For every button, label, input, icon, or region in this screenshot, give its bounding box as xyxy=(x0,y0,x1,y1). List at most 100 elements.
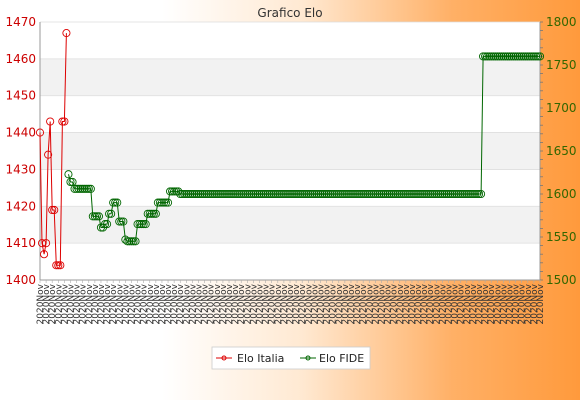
series-elo-fide xyxy=(64,52,545,246)
elo-fide-point xyxy=(247,189,256,199)
elo-fide-point xyxy=(121,235,130,244)
elo-italia-point xyxy=(37,239,47,248)
x-tick-label: 2020Nov xyxy=(323,283,333,324)
elo-fide-point xyxy=(200,189,209,199)
elo-fide-point xyxy=(456,189,465,199)
elo-fide-point xyxy=(204,189,213,199)
elo-fide-point xyxy=(442,189,451,199)
x-tick-label: 2020Nov xyxy=(457,283,467,324)
elo-italia-point xyxy=(58,117,67,126)
elo-fide-point xyxy=(466,189,475,199)
elo-fide-point xyxy=(296,189,305,199)
elo-fide-point xyxy=(450,189,459,199)
plot-band xyxy=(40,95,540,133)
elo-fide-point xyxy=(206,189,215,199)
x-tick-label: 2020Nov xyxy=(127,283,137,324)
elo-fide-point xyxy=(511,52,520,61)
elo-fide-point xyxy=(64,170,73,179)
elo-fide-point xyxy=(123,237,132,246)
elo-fide-point xyxy=(326,189,335,199)
elo-fide-point xyxy=(426,189,435,199)
elo-fide-point xyxy=(94,212,103,221)
x-tick-label: 2020Nov xyxy=(164,283,174,324)
elo-fide-point xyxy=(290,189,299,199)
plot-bands xyxy=(39,21,541,281)
elo-fide-point xyxy=(348,189,358,199)
elo-fide-point xyxy=(287,189,297,199)
elo-fide-point xyxy=(269,189,278,199)
x-tick-label: 2020Nov xyxy=(237,283,247,324)
elo-fide-point xyxy=(320,189,329,199)
elo-fide-point xyxy=(115,217,124,226)
elo-fide-point xyxy=(82,184,91,193)
y-left-tick-label: 1460 xyxy=(5,52,36,66)
elo-fide-point xyxy=(525,52,534,61)
x-tick-label: 2020Nov xyxy=(225,283,235,324)
elo-fide-point xyxy=(227,189,236,199)
x-tick-label: 2020Nov xyxy=(451,283,461,324)
elo-fide-point xyxy=(383,189,392,199)
elo-fide-point xyxy=(503,52,512,61)
y-right-tick-label: 1550 xyxy=(546,230,577,244)
elo-fide-point xyxy=(279,189,288,199)
legend-box xyxy=(211,346,371,370)
x-tick-label: 2020Nov xyxy=(176,283,186,324)
elo-fide-point xyxy=(367,189,376,199)
plot-band xyxy=(40,169,540,207)
elo-fide-point xyxy=(381,189,390,199)
x-tick-label: 2020Nov xyxy=(121,283,131,324)
x-tick-label: 2020Nov xyxy=(310,283,320,324)
elo-fide-point xyxy=(198,189,207,199)
elo-fide-point xyxy=(113,198,122,207)
x-tick-label: 2020Nov xyxy=(536,283,546,324)
elo-fide-point xyxy=(328,189,337,199)
elo-fide-point xyxy=(371,189,380,199)
elo-fide-point xyxy=(434,189,443,199)
elo-fide-point xyxy=(403,189,412,199)
elo-fide-point xyxy=(275,189,284,199)
elo-fide-point xyxy=(438,189,447,199)
elo-fide-point xyxy=(229,189,238,199)
y-left-tick-label: 1440 xyxy=(5,126,36,140)
x-tick-label: 2020Nov xyxy=(512,283,522,324)
x-tick-label: 2020Nov xyxy=(97,283,107,324)
y-left-tick-label: 1420 xyxy=(5,199,36,213)
elo-fide-point xyxy=(432,189,441,199)
elo-fide-point xyxy=(100,220,110,229)
series-elo-italia xyxy=(35,29,71,270)
x-tick-label: 2020Nov xyxy=(384,283,394,324)
x-tick-label: 2020Nov xyxy=(426,283,436,324)
elo-fide-point xyxy=(391,189,400,199)
x-tick-label: 2020Nov xyxy=(530,283,540,324)
elo-fide-point xyxy=(259,189,268,199)
elo-italia-point xyxy=(35,128,45,137)
elo-fide-point xyxy=(190,189,199,199)
elo-fide-point xyxy=(481,52,490,61)
y-right-tick-label: 1800 xyxy=(546,15,577,29)
elo-fide-point xyxy=(182,189,191,199)
elo-fide-point xyxy=(161,198,171,207)
elo-fide-point xyxy=(135,220,144,229)
y-right-tick-label: 1650 xyxy=(546,144,577,158)
elo-fide-point xyxy=(346,189,356,199)
elo-fide-point xyxy=(208,189,217,199)
elo-fide-point xyxy=(517,52,526,61)
elo-fide-point xyxy=(342,189,351,199)
elo-fide-point xyxy=(385,189,394,199)
x-tick-label: 2020Nov xyxy=(195,283,205,324)
elo-fide-point xyxy=(298,189,307,199)
x-tick-label: 2020Nov xyxy=(402,283,412,324)
elo-fide-point xyxy=(283,189,293,199)
plot-band xyxy=(40,58,540,96)
x-tick-label: 2020Nov xyxy=(469,283,479,324)
y-right-tick-label: 1500 xyxy=(546,273,577,287)
elo-fide-point xyxy=(141,220,150,229)
y-axis-right: 1500 1550 1600 1650 1700 1750 1800 xyxy=(540,15,577,287)
elo-fide-point xyxy=(239,189,248,199)
elo-fide-point xyxy=(251,189,260,199)
elo-fide-point xyxy=(316,189,325,199)
elo-fide-point xyxy=(489,52,498,61)
elo-italia-point xyxy=(50,205,59,215)
elo-fide-point xyxy=(72,184,81,193)
elo-fide-point xyxy=(125,237,134,246)
